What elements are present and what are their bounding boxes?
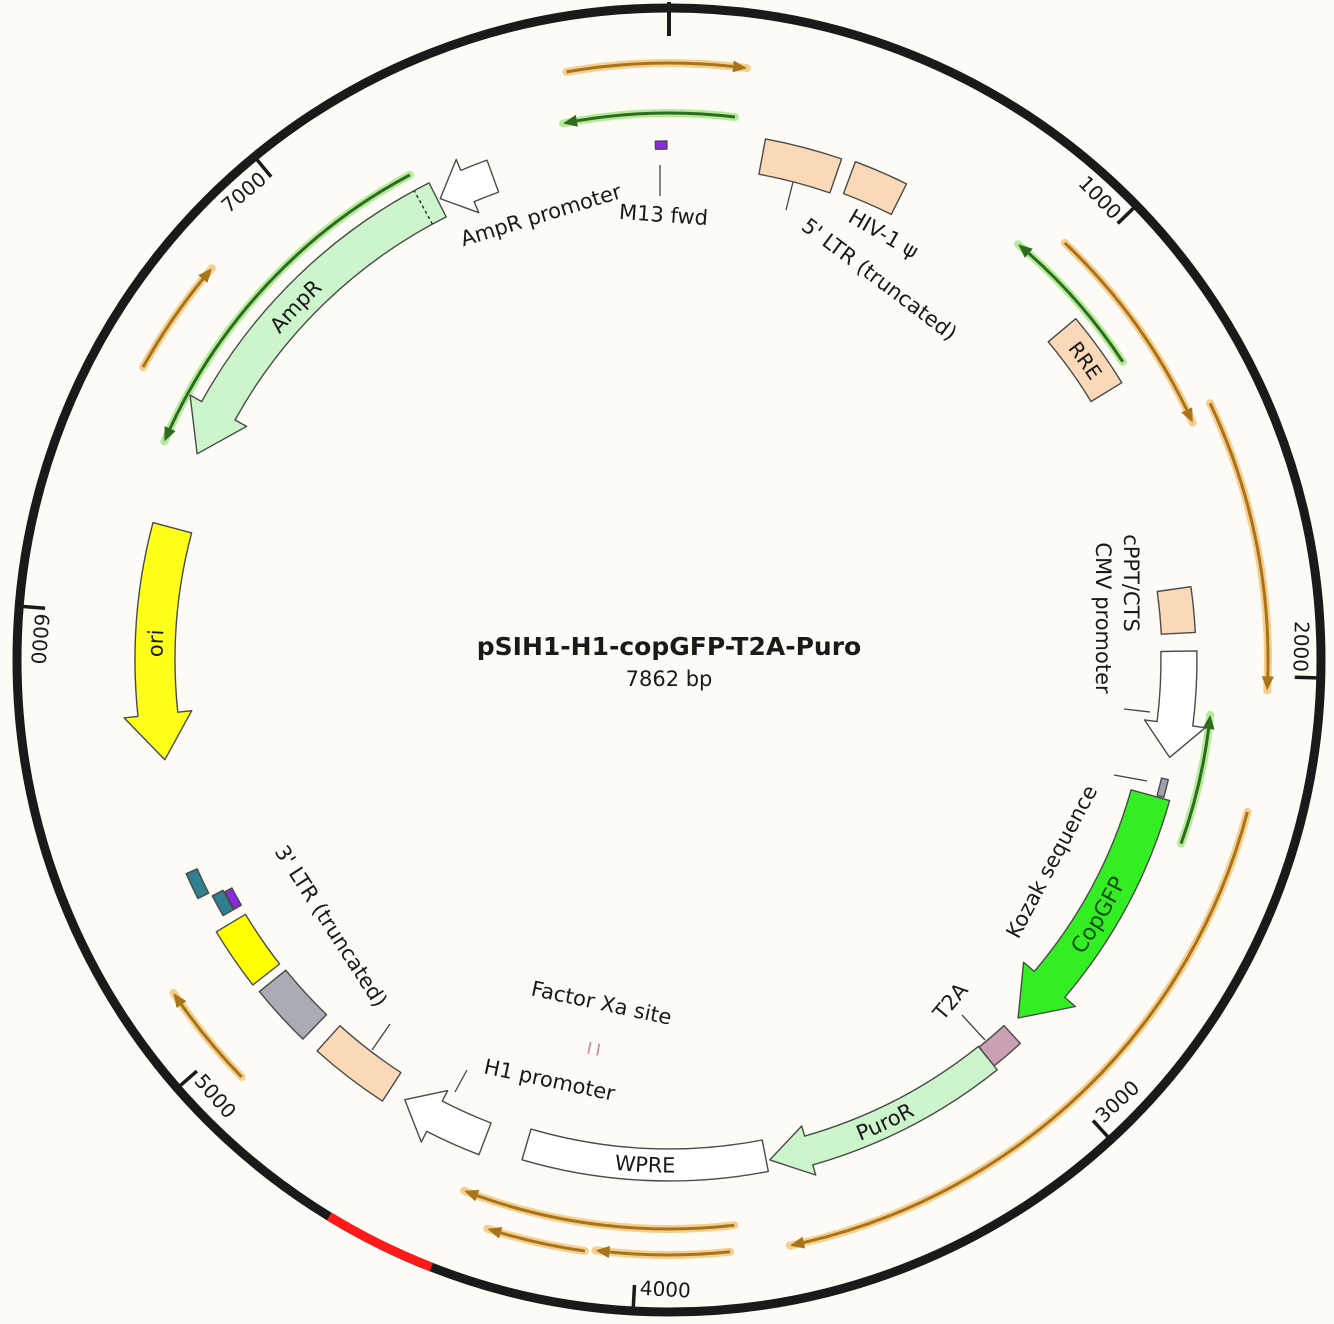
tick-mark	[631, 1284, 637, 1308]
plasmid-length: 7862 bp	[626, 667, 713, 691]
orf-arrow-orange	[139, 264, 216, 372]
feature-h1-promoter[interactable]	[404, 1089, 492, 1156]
tick-mark	[1294, 675, 1317, 680]
tick-label: 6000	[26, 613, 54, 666]
arrowhead-icon	[173, 993, 187, 1008]
arrowhead-icon	[1202, 714, 1215, 730]
feature-cppt-cts[interactable]	[1156, 586, 1196, 635]
feature-factor-xa-site[interactable]	[587, 1041, 601, 1056]
label-cppt-cts: cPPT/CTS	[1119, 534, 1143, 632]
orf-arrow-orange	[591, 1246, 735, 1259]
highlight-segment	[326, 1212, 433, 1272]
feature-puror[interactable]	[769, 1045, 998, 1176]
orf-arrow-green	[559, 109, 739, 128]
feature-ampr-promoter[interactable]	[439, 158, 500, 214]
arrowhead-icon	[790, 1236, 806, 1249]
orf-arrow-green	[160, 170, 414, 446]
arrowhead-icon	[464, 1190, 480, 1202]
feature-ampr[interactable]	[189, 182, 447, 455]
orf-arrow-orange	[169, 989, 246, 1081]
feature-wpre[interactable]	[521, 1128, 769, 1182]
tick-mark	[23, 604, 46, 611]
tick-label: 2000	[1288, 621, 1313, 673]
tick-mark	[179, 1069, 199, 1087]
orf-arrows	[139, 59, 1274, 1259]
leader-lines	[371, 165, 1151, 1093]
features	[123, 138, 1206, 1182]
feature-hiv-1[interactable]	[842, 161, 908, 216]
arrowhead-icon	[487, 1227, 503, 1239]
arrowhead-icon	[1018, 244, 1033, 258]
feature-feature[interactable]	[185, 868, 210, 900]
tick-mark	[1091, 1119, 1110, 1138]
label-cmv-promoter: CMV promoter	[1091, 542, 1115, 694]
feature-cmv-promoter[interactable]	[1143, 650, 1206, 759]
arrowhead-icon	[1261, 676, 1274, 691]
arrowhead-icon	[198, 268, 212, 283]
feature-feature[interactable]	[258, 969, 328, 1040]
feature-feature[interactable]	[211, 889, 235, 917]
feature-feature[interactable]	[215, 913, 281, 986]
feature-m13-fwd[interactable]	[654, 140, 668, 150]
orf-arrow-orange	[562, 59, 751, 76]
orf-arrow-orange	[460, 1186, 739, 1233]
orf-arrow-orange	[1206, 399, 1274, 695]
arrowhead-icon	[563, 114, 578, 127]
tick-label: 4000	[639, 1276, 691, 1303]
arrowhead-icon	[1181, 407, 1193, 423]
arrowhead-icon	[595, 1246, 610, 1258]
feature-inside-label: WPRE	[614, 1151, 676, 1178]
orf-arrow-orange	[786, 808, 1252, 1250]
arrowhead-icon	[732, 60, 747, 73]
arrowhead-icon	[164, 426, 176, 442]
feature-ori[interactable]	[123, 521, 193, 761]
tick-mark	[1116, 206, 1135, 225]
orf-arrow-orange	[483, 1224, 589, 1255]
feature-feature[interactable]	[224, 887, 242, 910]
feature-copgfp[interactable]	[1017, 789, 1171, 1019]
feature-inside-label: ori	[144, 629, 169, 657]
tick-mark	[255, 158, 273, 178]
feature-3-ltr-truncated[interactable]	[316, 1025, 402, 1102]
feature-5-ltr-truncated[interactable]	[758, 138, 843, 194]
plasmid-name: pSIH1-H1-copGFP-T2A-Puro	[477, 632, 861, 661]
feature-kozak-sequence[interactable]	[1156, 777, 1169, 798]
orf-arrow-green	[1014, 240, 1127, 366]
orf-arrow-orange	[1060, 238, 1197, 427]
feature-rre[interactable]	[1047, 318, 1123, 403]
orf-arrow-green	[1177, 710, 1215, 848]
